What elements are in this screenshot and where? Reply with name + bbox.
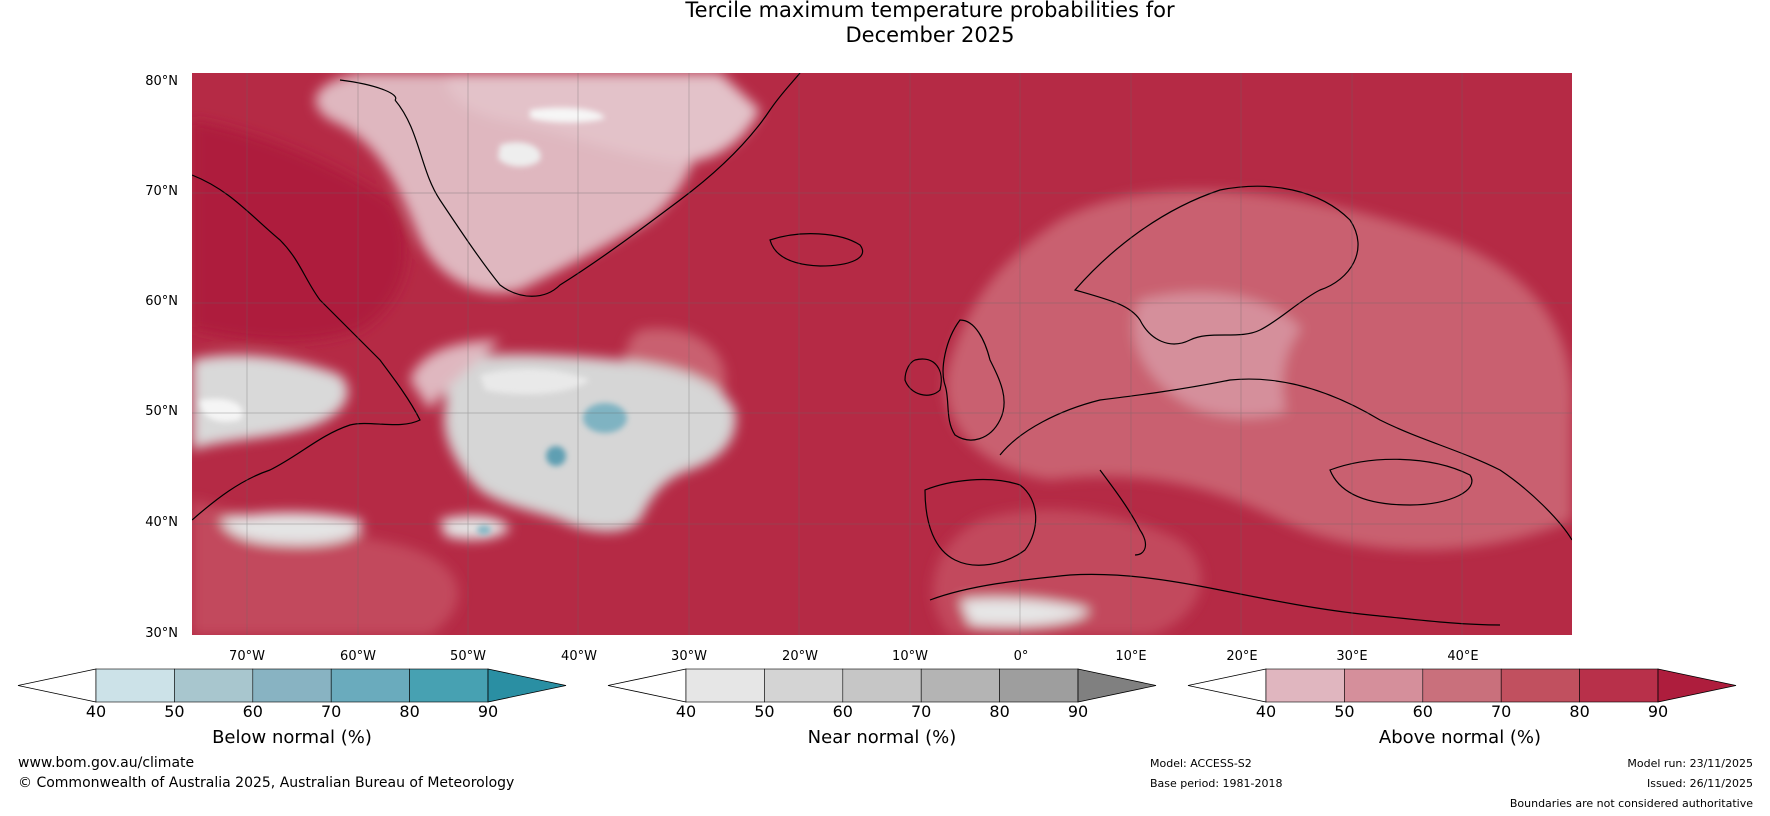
colorbar-tick-label: 70	[1491, 702, 1512, 721]
colorbar-segment	[842, 668, 922, 703]
base-period-text: Base period: 1981-2018	[1150, 777, 1283, 790]
lat-label-70n: 70°N	[145, 184, 178, 199]
colorbar-tick-label: 60	[242, 702, 263, 721]
website-url: www.bom.gov.au/climate	[18, 755, 195, 771]
colorbar-tick-label: 50	[164, 702, 185, 721]
colorbar-tick-label: 80	[1569, 702, 1590, 721]
coastlines	[192, 73, 1572, 626]
lon-label-20w: 20°W	[782, 649, 818, 664]
colorbar-above	[1187, 668, 1737, 703]
disclaimer-text: Boundaries are not considered authoritat…	[1509, 797, 1753, 810]
colorbar-extend-high	[1077, 668, 1157, 703]
graticule	[192, 73, 1572, 635]
colorbar-tick-label: 80	[399, 702, 420, 721]
lon-label-70w: 70°W	[229, 649, 265, 664]
colorbar-tick-label: 70	[321, 702, 342, 721]
colorbar-segment	[252, 668, 332, 703]
colorbar-tick-label: 90	[477, 702, 499, 721]
lat-label-60n: 60°N	[145, 294, 178, 309]
lon-label-10w: 10°W	[892, 649, 928, 664]
probability-field	[192, 73, 1572, 635]
legend-title-below: Below normal (%)	[212, 727, 372, 748]
model-text: Model: ACCESS-S2	[1150, 757, 1252, 770]
colorbar-tick-label: 80	[989, 702, 1010, 721]
colorbar-tick-label: 40	[675, 702, 697, 721]
colorbar-segment	[999, 668, 1079, 703]
colorbar-near	[607, 668, 1157, 703]
lon-label-0: 0°	[1013, 649, 1029, 664]
title-line-2: December 2025	[845, 23, 1015, 47]
lon-label-40e: 40°E	[1447, 649, 1479, 664]
colorbar-segment	[920, 668, 1000, 703]
copyright-text: © Commonwealth of Australia 2025, Austra…	[18, 775, 515, 791]
lon-label-40w: 40°W	[561, 649, 597, 664]
lon-label-30e: 30°E	[1336, 649, 1368, 664]
colorbar-tick-label: 90	[1067, 702, 1089, 721]
colorbar-segment	[95, 668, 175, 703]
field-blobs	[192, 73, 1572, 635]
title-line-1: Tercile maximum temperature probabilitie…	[685, 0, 1175, 22]
colorbar-tick-label: 60	[832, 702, 853, 721]
lat-label-80n: 80°N	[145, 74, 178, 89]
colorbar-tick-label: 50	[1334, 702, 1355, 721]
colorbar-tick-label: 40	[1255, 702, 1277, 721]
colorbar-segment	[685, 668, 765, 703]
colorbar-extend-low	[1187, 668, 1267, 703]
model-run-text: Model run: 23/11/2025	[1627, 757, 1753, 770]
lon-label-30w: 30°W	[671, 649, 707, 664]
issued-text: Issued: 26/11/2025	[1646, 777, 1753, 790]
lat-label-30n: 30°N	[145, 626, 178, 641]
chart-title: Tercile maximum temperature probabilitie…	[0, 0, 1770, 48]
lon-label-50w: 50°W	[450, 649, 486, 664]
colorbar-tick-label: 90	[1647, 702, 1669, 721]
colorbar-tick-label: 70	[911, 702, 932, 721]
colorbar-tick-label: 50	[754, 702, 775, 721]
lon-label-10e: 10°E	[1115, 649, 1147, 664]
colorbar-segment	[764, 668, 844, 703]
colorbar-segment	[409, 668, 489, 703]
colorbar-below	[17, 668, 567, 703]
colorbar-segment	[1265, 668, 1345, 703]
colorbar-extend-low	[17, 668, 97, 703]
colorbar-extend-low	[607, 668, 687, 703]
legend-title-above: Above normal (%)	[1378, 727, 1542, 748]
colorbar-segment	[1344, 668, 1424, 703]
legend-title-near: Near normal (%)	[807, 727, 957, 748]
field-detail	[200, 107, 627, 535]
colorbar-segment	[1422, 668, 1502, 703]
colorbar-segment	[1579, 668, 1659, 703]
colorbar-segment	[330, 668, 410, 703]
lon-label-60w: 60°W	[340, 649, 376, 664]
colorbar-segment	[1500, 668, 1580, 703]
colorbar-tick-label: 60	[1412, 702, 1433, 721]
lat-label-40n: 40°N	[145, 515, 178, 530]
lon-label-20e: 20°E	[1226, 649, 1258, 664]
lat-label-50n: 50°N	[145, 404, 178, 419]
colorbar-segment	[174, 668, 254, 703]
colorbar-extend-high	[487, 668, 567, 703]
colorbar-tick-label: 40	[85, 702, 107, 721]
colorbar-extend-high	[1657, 668, 1737, 703]
